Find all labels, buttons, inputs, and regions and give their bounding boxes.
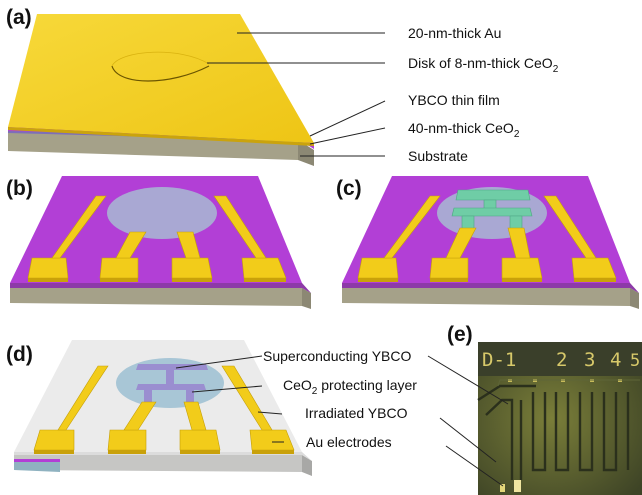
panel-e: (e) — [427, 323, 642, 495]
au-electrodes-b — [27, 195, 287, 279]
au-electrodes-c — [357, 195, 617, 279]
device-number-2: 2 — [556, 349, 567, 371]
au-layer — [8, 14, 314, 146]
label-ybco-film: YBCO thin film — [408, 92, 500, 108]
au-electrodes-d — [33, 365, 295, 451]
label-irradiated-ybco: Irradiated YBCO — [305, 405, 408, 421]
label-ceo2-protecting-layer: CeO2 protecting layer — [283, 377, 417, 397]
label-au-layer: 20-nm-thick Au — [408, 25, 501, 41]
ybco-bridge-c — [451, 189, 533, 231]
panel-d: (d) — [6, 340, 417, 476]
label-superconducting-ybco: Superconducting YBCO — [263, 348, 411, 364]
label-au-electrodes: Au electrodes — [306, 434, 392, 450]
optical-micrograph: D-1 2 3 4 5 — [477, 342, 642, 495]
label-ceo2-disk: Disk of 8-nm-thick CeO2 — [408, 55, 559, 75]
panel-a: (a) 20-nm-thick Au Disk of 8-nm-thick Ce… — [6, 6, 559, 166]
ceo2-buffer-layer — [8, 130, 314, 148]
panel-label-d: (d) — [6, 343, 33, 366]
label-ceo2-buffer: 40-nm-thick CeO2 — [408, 120, 520, 140]
panel-label-c: (c) — [336, 177, 362, 200]
device-number-5: 5 — [630, 351, 640, 371]
panel-label-b: (b) — [6, 177, 33, 200]
panel-c: (c) — [336, 176, 639, 309]
panel-label-e: (e) — [447, 323, 473, 346]
device-number-4: 4 — [610, 349, 621, 371]
device-number-3: 3 — [584, 349, 595, 371]
label-substrate: Substrate — [408, 148, 468, 164]
ceo2-disk-b — [107, 187, 217, 239]
panel-label-a: (a) — [6, 6, 32, 29]
ceo2-disk-outline — [111, 65, 210, 82]
panel-b: (b) — [6, 176, 311, 309]
superconducting-bridge — [136, 364, 208, 402]
device-label: D-1 — [482, 349, 516, 371]
